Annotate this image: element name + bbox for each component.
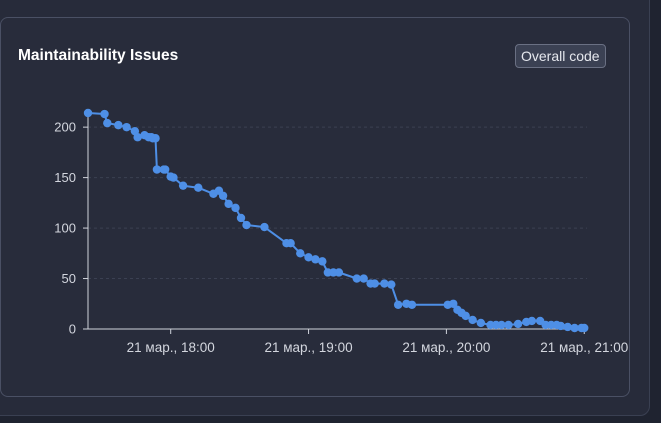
y-axis-ticks: 0 50 100 150 200 [54,120,76,337]
data-point[interactable] [556,321,566,331]
data-point[interactable] [122,122,131,132]
data-point[interactable] [218,191,228,200]
overall-code-button[interactable]: Overall code [515,44,606,68]
data-point[interactable] [570,323,579,333]
data-point[interactable] [224,199,233,209]
data-point[interactable] [114,120,123,130]
data-point[interactable] [407,300,417,309]
card-title: Maintainability Issues [18,47,179,64]
data-point[interactable] [461,311,470,321]
data-point[interactable] [160,165,170,174]
chart-axes [83,110,587,334]
data-point[interactable] [83,108,93,118]
x-tick-label: 21 мар., 19:00 [264,340,352,355]
data-point[interactable] [152,165,162,174]
x-tick-label: 21 мар., 20:00 [402,340,490,355]
data-point[interactable] [296,249,305,258]
data-point[interactable] [513,319,523,329]
data-point[interactable] [563,322,572,332]
data-point[interactable] [334,268,344,277]
data-point[interactable] [169,173,178,182]
data-point[interactable] [468,315,477,325]
data-point[interactable] [476,318,486,328]
data-point[interactable] [103,118,112,128]
chart-series [83,108,589,333]
data-point[interactable] [380,279,389,288]
data-point[interactable] [359,274,368,283]
chart-grid [88,126,587,280]
data-point[interactable] [393,300,403,309]
y-tick-label: 200 [54,120,76,135]
data-point[interactable] [236,213,246,223]
data-point[interactable] [352,274,361,283]
data-point[interactable] [370,279,379,288]
data-point[interactable] [527,316,537,326]
data-point[interactable] [286,239,295,248]
y-tick-label: 50 [62,271,76,286]
data-point[interactable] [242,220,251,230]
data-point[interactable] [449,299,458,308]
data-point[interactable] [318,257,327,266]
x-axis-ticks: 21 мар., 18:00 21 мар., 19:00 21 мар., 20:… [127,340,629,355]
data-point[interactable] [178,181,188,190]
data-point[interactable] [504,320,513,330]
maintainability-card [0,17,630,397]
data-point[interactable] [497,320,506,330]
data-point[interactable] [100,109,109,119]
y-tick-label: 150 [54,170,76,185]
data-point[interactable] [311,255,320,264]
data-point[interactable] [260,222,269,232]
data-point[interactable] [387,280,396,289]
data-point[interactable] [304,253,313,262]
data-point[interactable] [231,203,240,213]
y-tick-label: 0 [69,322,76,337]
data-point[interactable] [580,323,589,333]
x-tick-label: 21 мар., 18:00 [127,340,215,355]
x-tick-label: 21 мар., 21:00 [540,340,628,355]
data-point[interactable] [133,133,142,142]
data-point[interactable] [194,183,203,192]
series-line [87,112,585,329]
data-point[interactable] [151,134,160,143]
y-tick-label: 100 [54,221,76,236]
